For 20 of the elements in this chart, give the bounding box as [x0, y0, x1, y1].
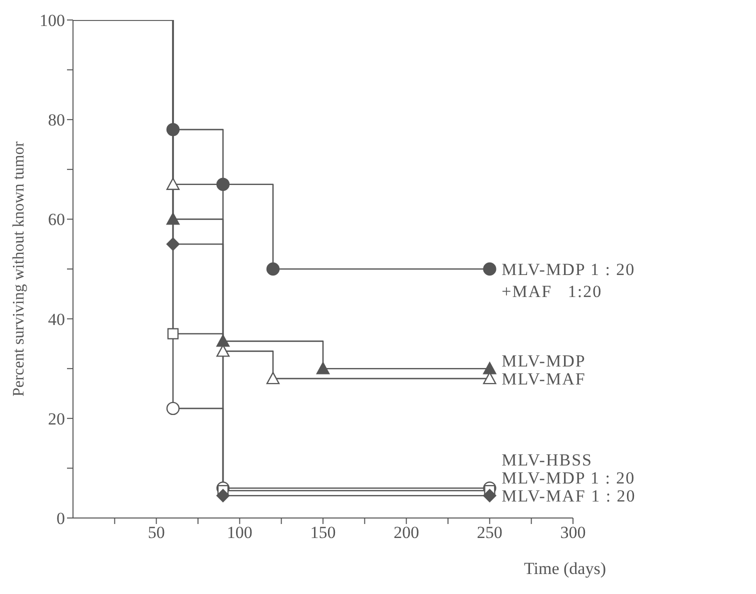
y-tick-label: 80 — [48, 110, 65, 130]
x-axis-title: Time (days) — [524, 559, 606, 578]
x-tick-label: 150 — [310, 523, 336, 542]
y-tick-label: 60 — [48, 210, 65, 230]
x-tick-label: 200 — [394, 523, 420, 542]
y-axis-title: Percent surviving without known tumor — [10, 140, 28, 397]
x-tick-label: 300 — [560, 523, 586, 542]
y-tick-label: 0 — [56, 509, 65, 528]
series-label: MLV-MDP 1 : 20 +MAF 1:20 — [502, 260, 636, 301]
x-tick-label: 50 — [148, 523, 165, 542]
series-label: MLV-MDP — [502, 352, 586, 371]
x-tick-label: 100 — [226, 523, 252, 542]
series-label: MLV-MAF — [502, 370, 586, 389]
y-tick-label: 100 — [40, 11, 65, 30]
x-tick-label: 250 — [476, 523, 502, 542]
series-label: MLV-MDP 1 : 20 — [502, 468, 636, 488]
series-label: MLV-MAF 1 : 20 — [502, 486, 636, 506]
y-tick-label: 40 — [48, 310, 65, 329]
series-label: MLV-HBSS — [502, 450, 593, 470]
y-tick-label: 20 — [48, 409, 65, 428]
